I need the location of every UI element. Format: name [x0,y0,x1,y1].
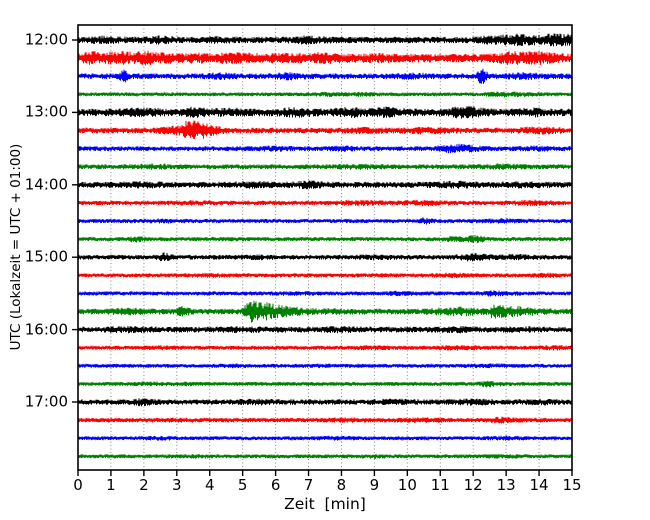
trace-13:45 [78,163,572,170]
trace-group [78,33,572,460]
x-tick-label: 0 [73,476,83,494]
trace-14:30 [78,217,572,225]
x-tick-label: 14 [529,476,549,494]
trace-13:30 [78,143,572,154]
x-tick-label: 8 [336,476,347,494]
y-tick-label: 13:00 [24,102,68,121]
x-tick-label: 6 [270,476,281,494]
y-tick-label: 14:00 [24,175,68,194]
x-tick-label: 9 [369,476,380,494]
trace-17:00 [78,398,572,407]
x-axis-label: Zeit [min] [284,495,366,513]
x-tick-label: 11 [430,476,450,494]
x-tick-label: 4 [204,476,215,494]
x-tick-label: 10 [397,476,417,494]
trace-15:45 [78,300,572,323]
trace-12:45 [78,91,572,98]
trace-15:00 [78,252,572,262]
trace-16:30 [78,362,572,369]
trace-16:15 [78,344,572,351]
y-tick-label: 15:00 [24,247,68,266]
trace-15:15 [78,272,572,279]
trace-13:15 [78,120,572,140]
plot-border [77,24,573,471]
trace-17:15 [78,416,572,424]
trace-14:45 [78,234,572,244]
trace-17:30 [78,435,572,442]
x-tick-label: 7 [303,476,314,494]
trace-17:45 [78,453,572,460]
trace-16:00 [78,325,572,334]
y-tick-label: 16:00 [24,320,68,339]
y-tick-label: 17:00 [24,392,68,411]
trace-13:00 [78,105,572,119]
trace-12:15 [78,50,572,66]
x-tick-label: 15 [562,476,582,494]
trace-15:30 [78,290,572,297]
y-axis-label: UTC (Lokalzeit = UTC + 01:00) [8,143,24,351]
x-tick-label: 2 [139,476,149,494]
x-tick-label: 5 [237,476,248,494]
trace-14:15 [78,199,572,207]
x-tick-label: 13 [496,476,516,494]
x-tick-label: 1 [106,476,116,494]
trace-12:30 [78,68,572,84]
x-tick-label: 3 [172,476,182,494]
y-tick-label: 12:00 [24,30,68,49]
trace-12:00 [78,33,572,47]
trace-14:00 [78,180,572,190]
x-tick-label: 12 [463,476,483,494]
trace-16:45 [78,380,572,388]
